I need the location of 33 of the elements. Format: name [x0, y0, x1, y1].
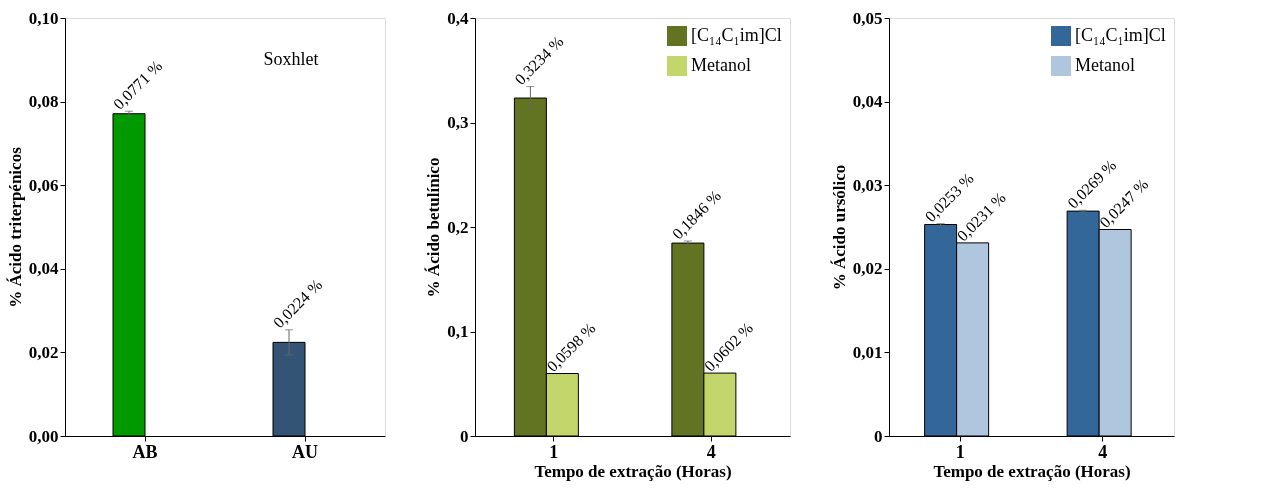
x-tick-label: 1 [549, 441, 559, 462]
y-tick-label: 0,4 [447, 8, 469, 28]
y-tick-label: 0,04 [852, 92, 883, 112]
y-tick-label: 0,10 [28, 8, 59, 28]
y-tick-label: 0,00 [28, 426, 59, 446]
legend-label: [C₁₄C₁im]Cl [691, 25, 782, 45]
annotation: Soxhlet [263, 49, 319, 69]
y-tick-label: 0,03 [852, 175, 883, 195]
y-axis-title: % Ácido triterpénicos [5, 146, 25, 308]
x-tick-label: 1 [955, 441, 965, 462]
y-axis-title: % Ácido betulínico [424, 157, 444, 298]
y-tick-label: 0 [874, 426, 883, 446]
y-tick-label: 0,01 [852, 342, 883, 362]
x-axis-title: Tempo de extração (Horas) [534, 461, 732, 481]
y-tick-label: 0,05 [852, 8, 883, 28]
y-tick-label: 0,02 [852, 259, 883, 279]
legend-label: Metanol [1075, 55, 1135, 75]
y-tick-label: 0,3 [447, 113, 469, 132]
x-tick-label: 4 [1098, 441, 1108, 462]
x-axis-title: Tempo de extração (Horas) [933, 461, 1131, 481]
y-tick-label: 0,06 [28, 175, 59, 195]
y-tick-label: 0,1 [447, 322, 469, 341]
x-tick-label: AB [132, 441, 158, 462]
y-tick-label: 0,2 [447, 217, 469, 237]
x-tick-label: AU [292, 441, 318, 462]
legend-label: [C₁₄C₁im]Cl [1075, 25, 1166, 45]
y-tick-label: 0,02 [28, 342, 59, 362]
y-tick-label: 0,04 [28, 259, 59, 279]
y-axis-title: % Ácido ursólico [829, 164, 849, 291]
y-tick-label: 0,08 [28, 92, 59, 112]
legend-label: Metanol [691, 55, 751, 75]
x-tick-label: 4 [706, 441, 716, 462]
y-tick-label: 0 [460, 426, 469, 446]
